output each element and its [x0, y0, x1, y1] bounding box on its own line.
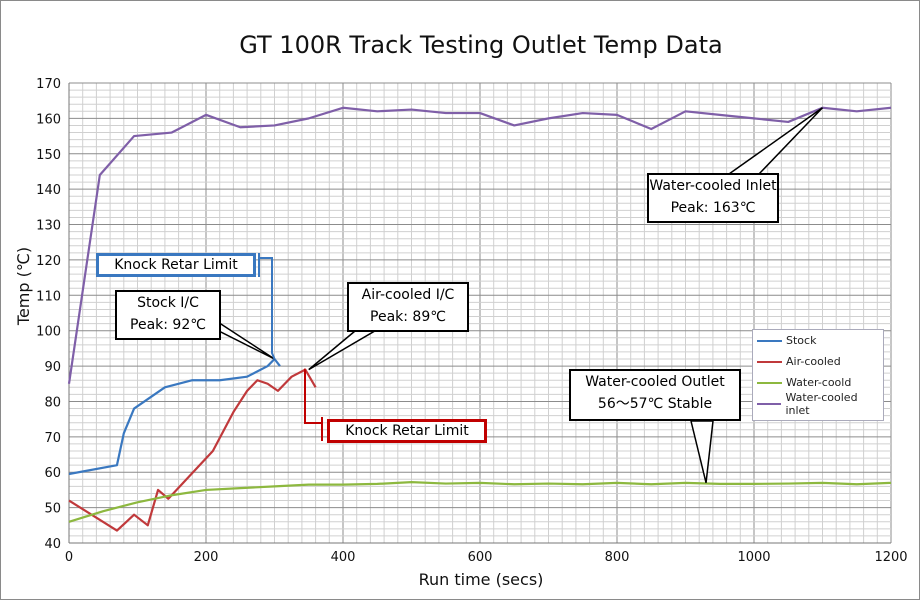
annotation-line: Water-cooled Inlet: [649, 178, 777, 194]
y-tick-label: 110: [36, 289, 61, 304]
legend-label: Air-cooled: [786, 355, 841, 368]
legend: Stock Air-cooled Water-coold Water-coole…: [752, 329, 884, 421]
legend-label: Stock: [786, 334, 817, 347]
annotation-inlet-peak: Water-cooled Inlet Peak: 163℃: [647, 173, 779, 223]
annotation-air-peak: Air-cooled I/C Peak: 89℃: [347, 282, 469, 332]
knock-limit-stock-label: Knock Retar Limit: [96, 253, 256, 277]
x-axis-label: Run time (secs): [419, 570, 544, 589]
y-tick-label: 50: [44, 502, 61, 517]
annotation-stock-peak: Stock I/C Peak: 92℃: [115, 290, 221, 340]
x-tick-label: 1000: [737, 550, 770, 565]
y-tick-label: 160: [36, 112, 61, 127]
x-tick-label: 600: [468, 550, 493, 565]
callout-pointer-air: [308, 325, 375, 371]
y-tick-label: 130: [36, 219, 61, 234]
legend-label: Water-coold: [786, 376, 852, 389]
annotation-outlet-stable: Water-cooled Outlet 56～57℃ Stable: [569, 369, 741, 421]
chart-title: GT 100R Track Testing Outlet Temp Data: [239, 31, 722, 59]
series-line-water-coold: [68, 481, 892, 523]
knock-bracket-stock: [259, 257, 276, 360]
callout-pointer-outlet: [690, 420, 714, 484]
annotation-line: Stock I/C: [137, 295, 199, 311]
legend-swatch: [757, 381, 782, 384]
x-tick-label: 400: [331, 550, 356, 565]
y-tick-label: 40: [44, 537, 61, 552]
series-line-water-cooled-inlet: [67, 106, 892, 384]
legend-swatch: [757, 339, 782, 342]
y-tick-label: 80: [44, 395, 61, 410]
y-axis-label: Temp (℃): [14, 247, 33, 326]
annotation-line: Water-cooled Outlet: [585, 374, 725, 390]
legend-item-stock: Stock: [753, 330, 883, 351]
knock-limit-air-label: Knock Retar Limit: [327, 419, 487, 443]
legend-item-water-cooled: Water-coold: [753, 372, 883, 393]
y-tick-label: 170: [36, 77, 61, 92]
legend-item-water-cooled-inlet: Water-cooled inlet: [753, 390, 883, 417]
legend-item-air-cooled: Air-cooled: [753, 351, 883, 372]
legend-swatch: [757, 360, 782, 363]
knock-bracket-air: [304, 368, 322, 424]
y-tick-label: 140: [36, 183, 61, 198]
annotation-line: Peak: 163℃: [670, 200, 756, 216]
y-tick-label: 100: [36, 325, 61, 340]
y-tick-label: 120: [36, 254, 61, 269]
series-line-air-cooled: [68, 368, 317, 532]
series-line-stock: [68, 357, 281, 476]
annotation-line: Peak: 92℃: [130, 317, 206, 333]
x-tick-label: 200: [194, 550, 219, 565]
x-tick-label: 0: [65, 550, 73, 565]
x-tick-label: 800: [605, 550, 630, 565]
y-tick-label: 60: [44, 466, 61, 481]
legend-label: Water-cooled inlet: [785, 390, 858, 417]
annotation-line: Air-cooled I/C: [361, 287, 455, 303]
y-tick-label: 70: [44, 431, 61, 446]
x-tick-label: 1200: [874, 550, 907, 565]
legend-swatch: [757, 402, 782, 405]
y-tick-label: 90: [44, 360, 61, 375]
annotation-line: Peak: 89℃: [370, 309, 446, 325]
y-tick-label: 150: [36, 148, 61, 163]
annotation-line: 56～57℃ Stable: [597, 396, 713, 412]
